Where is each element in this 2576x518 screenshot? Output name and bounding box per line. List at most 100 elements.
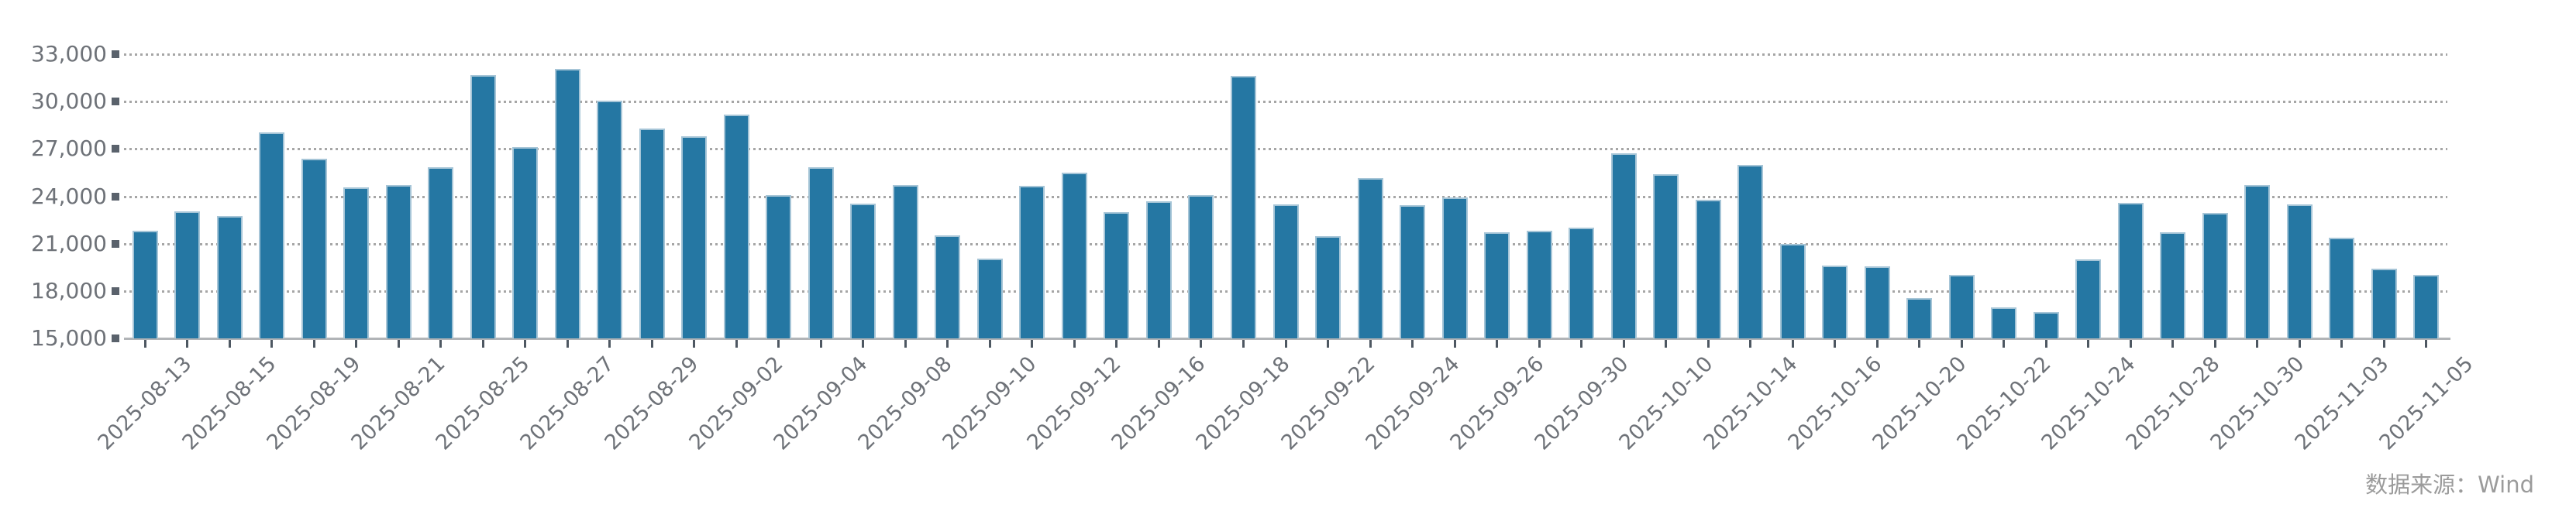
bar[interactable] xyxy=(259,132,285,338)
y-axis-label: 21,000 xyxy=(31,230,107,256)
bar[interactable] xyxy=(216,215,243,338)
y-gridline xyxy=(124,101,2447,104)
y-axis-tick-square-icon xyxy=(112,50,119,58)
bar[interactable] xyxy=(1610,153,1637,338)
bar[interactable] xyxy=(976,259,1003,338)
x-axis-tick xyxy=(1115,340,1118,348)
x-axis-tick xyxy=(1538,340,1541,348)
bar[interactable] xyxy=(1864,266,1890,338)
bar[interactable] xyxy=(1104,211,1130,338)
bar[interactable] xyxy=(1737,164,1764,338)
x-axis-tick xyxy=(2213,340,2216,348)
x-axis-tick xyxy=(1284,340,1287,348)
bar[interactable] xyxy=(2117,202,2144,338)
bar[interactable] xyxy=(554,69,580,338)
bar[interactable] xyxy=(681,136,708,338)
bar[interactable] xyxy=(1400,204,1426,338)
x-axis-tick xyxy=(186,340,189,348)
x-axis-tick xyxy=(1327,340,1329,348)
x-axis-tick xyxy=(1749,340,1752,348)
bar[interactable] xyxy=(1273,204,1299,338)
bar[interactable] xyxy=(343,187,370,338)
bar[interactable] xyxy=(428,166,454,338)
x-axis-tick xyxy=(1875,340,1879,348)
y-gridline xyxy=(124,195,2447,198)
x-axis-tick xyxy=(2298,340,2301,348)
bar[interactable] xyxy=(1145,201,1172,338)
x-axis-tick xyxy=(904,340,907,348)
bar[interactable] xyxy=(385,185,412,338)
y-gridline xyxy=(124,148,2447,151)
x-axis-tick xyxy=(862,340,865,348)
x-axis-tick xyxy=(228,340,231,348)
bar[interactable] xyxy=(2329,237,2355,338)
x-axis-tick xyxy=(1369,340,1372,348)
bar[interactable] xyxy=(174,211,201,338)
x-axis-tick xyxy=(1622,340,1625,348)
y-axis-tick-square-icon xyxy=(112,239,119,248)
x-axis-tick xyxy=(988,340,991,348)
bar[interactable] xyxy=(1230,75,1256,338)
y-axis-tick-square-icon xyxy=(112,334,119,342)
bar[interactable] xyxy=(766,195,792,338)
bar[interactable] xyxy=(639,128,665,338)
bar[interactable] xyxy=(301,158,327,338)
y-axis-label: 27,000 xyxy=(31,136,107,162)
bar[interactable] xyxy=(1315,236,1341,338)
x-axis-tick xyxy=(777,340,780,348)
bar[interactable] xyxy=(1019,186,1045,338)
x-axis-tick xyxy=(2044,340,2047,348)
bar[interactable] xyxy=(512,147,539,338)
bar[interactable] xyxy=(1906,298,1933,338)
x-axis-line xyxy=(124,338,2450,340)
bar[interactable] xyxy=(1441,197,1468,338)
bar[interactable] xyxy=(1357,178,1383,338)
bar[interactable] xyxy=(892,185,918,338)
x-axis-tick xyxy=(524,340,527,348)
x-axis-tick xyxy=(2003,340,2006,348)
bar[interactable] xyxy=(935,235,961,338)
x-axis-tick xyxy=(1200,340,1203,348)
x-axis-tick xyxy=(1580,340,1583,348)
x-axis-tick xyxy=(355,340,358,348)
x-axis-tick xyxy=(481,340,484,348)
bar[interactable] xyxy=(2371,269,2397,338)
y-axis-label: 15,000 xyxy=(31,325,107,351)
bar[interactable] xyxy=(1188,195,1214,338)
bar[interactable] xyxy=(1653,173,1679,338)
bar[interactable] xyxy=(1779,243,1806,338)
bar[interactable] xyxy=(2033,312,2059,338)
bar[interactable] xyxy=(470,74,496,338)
x-axis-tick xyxy=(1031,340,1034,348)
bar[interactable] xyxy=(1822,266,1848,338)
bar[interactable] xyxy=(1526,231,1552,338)
x-axis-tick xyxy=(2129,340,2132,348)
bar[interactable] xyxy=(1948,275,1975,338)
bar[interactable] xyxy=(1569,228,1595,338)
bar[interactable] xyxy=(132,231,158,338)
bar[interactable] xyxy=(2413,275,2440,338)
y-gridline xyxy=(124,53,2447,56)
x-axis-tick xyxy=(270,340,274,348)
bar[interactable] xyxy=(2160,232,2186,338)
x-axis-tick xyxy=(650,340,653,348)
x-axis-tick xyxy=(2425,340,2428,348)
x-axis-tick xyxy=(566,340,569,348)
bar[interactable] xyxy=(597,101,623,338)
bar[interactable] xyxy=(1484,232,1510,338)
bar[interactable] xyxy=(2244,185,2271,338)
bar[interactable] xyxy=(2202,212,2228,338)
bar[interactable] xyxy=(723,115,749,338)
x-axis-tick xyxy=(143,340,146,348)
bar[interactable] xyxy=(2286,204,2313,338)
y-axis-tick-square-icon xyxy=(112,145,119,153)
bar[interactable] xyxy=(1061,172,1087,338)
bar[interactable] xyxy=(1991,307,2017,338)
y-axis-label: 33,000 xyxy=(31,41,107,67)
bar[interactable] xyxy=(808,166,834,338)
x-axis-tick xyxy=(1157,340,1160,348)
bar[interactable] xyxy=(850,203,876,338)
bar[interactable] xyxy=(1695,199,1721,338)
bar[interactable] xyxy=(2075,259,2102,338)
x-axis-tick xyxy=(2256,340,2259,348)
